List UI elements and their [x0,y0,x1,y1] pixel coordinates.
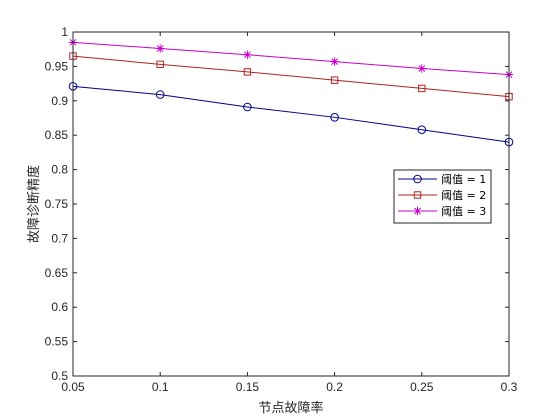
data-point [417,125,427,134]
y-tick-label: 0.55 [45,335,69,349]
series-line [72,55,510,98]
data-point [156,60,164,69]
x-tick-label: 0.3 [501,380,518,394]
y-tick-label: 0.5 [51,369,68,383]
ticks-layer: 0.5 0.55 0.6 0.65 0.7 0.75 0.8 0.85 0.9 0.95 1 0.05… [45,25,518,394]
data-point [155,90,165,99]
legend-label: 阈值 = 3 [441,204,486,218]
legend-label: 阈值 = 2 [441,188,486,202]
legend-marker [413,174,422,184]
legend-entry-2: 阈值 = 2 [398,188,486,202]
y-axis-label: 故障诊断精度 [26,165,42,243]
x-tick-label: 0.05 [61,380,85,394]
x-tick-label: 0.25 [410,380,434,394]
y-tick-label: 0.95 [45,59,69,73]
legend-marker [413,191,422,199]
data-point [243,102,252,112]
y-tick-label: 0.85 [45,128,69,142]
legend: 阈值 = 1 阈值 = 2 阈值 = 3 [393,169,492,224]
y-tick-label: 1 [61,25,68,39]
data-point [330,76,339,84]
y-tick-label: 0.8 [51,163,68,177]
data-point [243,68,252,76]
y-tick-label: 0.75 [45,197,69,211]
x-tick-label: 0.1 [152,380,169,394]
y-tick-label: 0.65 [45,266,69,280]
x-tick-label: 0.15 [236,380,260,394]
y-tick-label: 0.9 [51,94,68,108]
legend-box [393,169,492,224]
legend-entry-1: 阈值 = 1 [398,172,486,186]
data-point [330,57,339,66]
legend-label: 阈值 = 1 [441,172,486,186]
legend-entry-3: 阈值 = 3 [398,204,486,218]
legend-items: 阈值 = 1 阈值 = 2 阈值 = 3 [398,172,486,218]
data-point [330,113,339,122]
series-line [72,41,510,76]
data-point [243,50,252,59]
data-point [156,44,165,53]
y-tick-label: 0.6 [51,300,68,314]
y-tick-label: 0.7 [51,231,68,245]
x-axis-label: 节点故障率 [258,400,323,416]
data-point [417,64,426,73]
x-tick-label: 0.2 [326,380,343,394]
plot-frame [72,31,510,377]
series-line [72,85,510,143]
data-point [418,84,426,93]
legend-marker [413,206,422,216]
